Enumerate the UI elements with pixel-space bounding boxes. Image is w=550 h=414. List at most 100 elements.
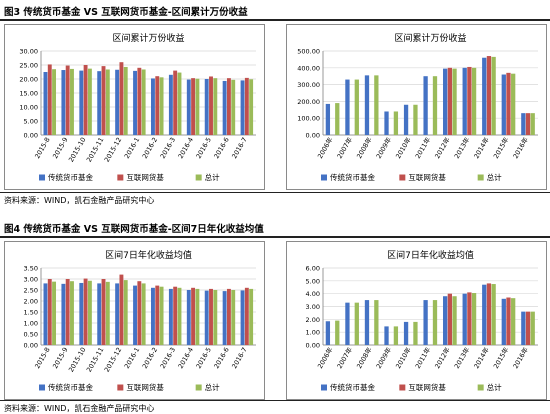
bar bbox=[209, 76, 213, 135]
bar bbox=[443, 296, 448, 345]
x-tick-label: 2016-5 bbox=[194, 346, 212, 370]
bar bbox=[240, 290, 245, 345]
y-tick-label: 0.00 bbox=[306, 342, 320, 350]
bar bbox=[70, 68, 74, 135]
chart-title: 区间7日年化收益均值 bbox=[387, 249, 474, 261]
y-tick-label: 3.00 bbox=[24, 276, 38, 284]
bar bbox=[79, 70, 84, 135]
bar bbox=[43, 72, 48, 135]
bar bbox=[47, 279, 52, 345]
legend-swatch bbox=[399, 174, 406, 181]
bar bbox=[452, 296, 457, 345]
bar bbox=[354, 302, 359, 345]
bar bbox=[506, 72, 511, 135]
bar bbox=[403, 104, 409, 135]
bar bbox=[423, 76, 428, 135]
bar bbox=[506, 297, 511, 345]
bar bbox=[65, 279, 70, 345]
y-tick-label: 0.00 bbox=[24, 342, 38, 350]
bar bbox=[467, 292, 472, 345]
bar bbox=[173, 70, 178, 135]
bar bbox=[195, 78, 200, 135]
bar bbox=[452, 68, 457, 135]
y-tick-label: 200.00 bbox=[297, 98, 320, 106]
bar bbox=[482, 284, 487, 345]
y-tick-label: 4.00 bbox=[306, 290, 320, 298]
source-rule bbox=[0, 400, 550, 401]
y-tick-label: 1.00 bbox=[306, 329, 320, 337]
title-rule bbox=[0, 236, 550, 238]
bar bbox=[83, 278, 88, 345]
x-tick-label: 2008年 bbox=[354, 345, 374, 370]
bar bbox=[325, 103, 331, 135]
bar bbox=[471, 293, 477, 345]
bar bbox=[249, 79, 254, 135]
y-tick-label: 0.00 bbox=[24, 132, 38, 140]
legend-label: 总计 bbox=[205, 172, 220, 182]
bar bbox=[97, 71, 102, 135]
bar bbox=[384, 326, 389, 345]
legend-label: 互联网货基 bbox=[126, 382, 164, 392]
x-tick-label: 2016-5 bbox=[194, 136, 212, 160]
legend-swatch bbox=[477, 174, 484, 181]
legend-swatch bbox=[39, 174, 45, 181]
figure-3-source: 资料来源：WIND，凯石金融产品研究中心 bbox=[4, 196, 155, 205]
bar bbox=[155, 76, 160, 135]
bar bbox=[244, 77, 249, 135]
y-tick-label: 6.00 bbox=[306, 265, 320, 273]
bar bbox=[177, 287, 182, 345]
bar bbox=[115, 69, 120, 135]
x-tick-label: 2010年 bbox=[393, 135, 413, 160]
bar bbox=[101, 66, 106, 135]
x-tick-label: 2016-4 bbox=[177, 346, 195, 370]
bar bbox=[521, 311, 526, 345]
bar bbox=[525, 113, 531, 135]
y-tick-label: 0.00 bbox=[306, 132, 320, 140]
legend-label: 传统货币基金 bbox=[330, 172, 375, 182]
x-tick-label: 2012年 bbox=[432, 135, 452, 160]
chart-panel-monthly-cumulative: 区间累计万份收益 0.00 5.00 10.00 15.00 20.00 25.00 30.0… bbox=[4, 24, 265, 190]
bar bbox=[61, 70, 66, 135]
x-tick-label: 2010年 bbox=[393, 345, 413, 370]
figure-4-source: 资料来源：WIND，凯石金融产品研究中心 bbox=[4, 404, 155, 413]
legend-swatch bbox=[399, 384, 406, 391]
bar bbox=[168, 288, 173, 345]
bar bbox=[231, 79, 236, 135]
bar bbox=[151, 78, 155, 135]
bar bbox=[482, 57, 487, 135]
legend-swatch bbox=[321, 384, 327, 391]
x-tick-label: 2008年 bbox=[354, 135, 374, 160]
bar bbox=[173, 286, 178, 345]
x-tick-label: 2016-7 bbox=[230, 136, 248, 160]
bar bbox=[462, 67, 467, 135]
y-tick-label: 300.00 bbox=[297, 81, 320, 89]
y-tick-label: 15.00 bbox=[19, 90, 38, 98]
legend-label: 互联网货基 bbox=[408, 172, 446, 182]
bar bbox=[123, 66, 128, 135]
title-rule bbox=[0, 19, 550, 21]
bar bbox=[413, 321, 418, 345]
bar bbox=[191, 287, 196, 345]
bar bbox=[432, 300, 438, 345]
y-tick-label: 1.50 bbox=[24, 309, 38, 317]
figure-3-title: 图3 传统货币基金 VS 互联网货币基金-区间累计万份收益 bbox=[4, 7, 248, 18]
x-tick-label: 2009年 bbox=[374, 135, 394, 160]
bar bbox=[177, 72, 182, 135]
bar bbox=[52, 69, 57, 135]
x-tick-label: 2016-6 bbox=[212, 346, 230, 370]
bar bbox=[364, 75, 370, 135]
bar bbox=[155, 285, 160, 345]
x-tick-label: 2016年 bbox=[511, 135, 531, 160]
bar bbox=[345, 79, 350, 135]
x-tick-label: 2016-1 bbox=[123, 136, 141, 160]
bar bbox=[423, 300, 428, 345]
bar bbox=[195, 288, 200, 345]
bar bbox=[133, 70, 137, 135]
x-tick-label: 2016-6 bbox=[212, 136, 230, 160]
bar bbox=[364, 300, 370, 345]
bar bbox=[374, 75, 379, 135]
bar bbox=[501, 298, 506, 345]
x-tick-label: 2016-3 bbox=[159, 346, 177, 370]
bar bbox=[486, 56, 492, 135]
bar bbox=[159, 286, 164, 345]
